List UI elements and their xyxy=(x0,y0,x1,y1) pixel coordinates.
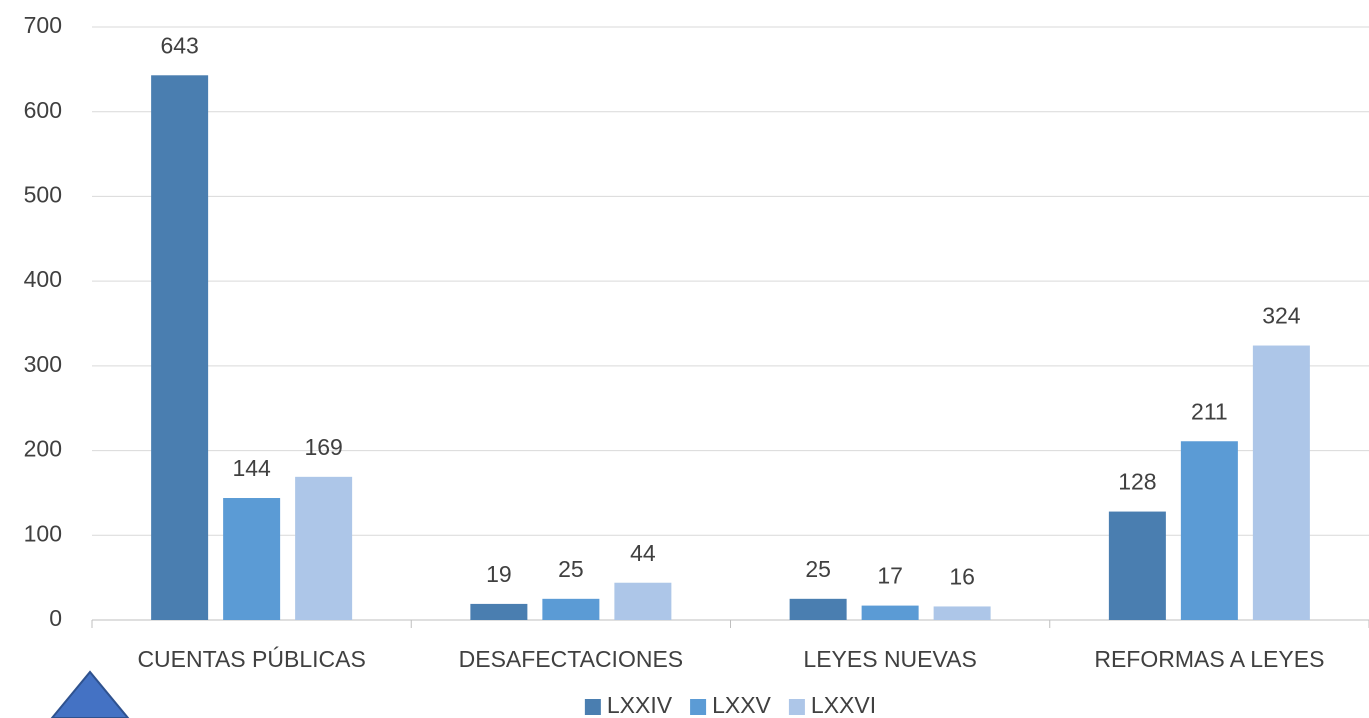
y-tick-label: 400 xyxy=(24,266,62,292)
bar xyxy=(470,603,528,620)
x-tick-label: DESAFECTACIONES xyxy=(459,646,684,672)
legend-swatch xyxy=(690,699,707,715)
bar xyxy=(933,606,991,620)
x-tick-label: REFORMAS A LEYES xyxy=(1094,646,1324,672)
legend-swatch xyxy=(788,699,805,715)
data-label: 44 xyxy=(630,540,656,566)
bar xyxy=(1108,511,1166,620)
data-label: 324 xyxy=(1262,303,1301,329)
data-label: 169 xyxy=(304,434,342,460)
y-tick-label: 0 xyxy=(49,605,62,631)
bar xyxy=(542,598,600,620)
y-tick-label: 200 xyxy=(24,436,62,462)
y-tick-label: 100 xyxy=(24,520,62,546)
x-tick-label: LEYES NUEVAS xyxy=(803,646,976,672)
data-label: 144 xyxy=(232,455,271,481)
data-label: 19 xyxy=(486,561,512,587)
data-label: 25 xyxy=(558,556,584,582)
data-label: 643 xyxy=(160,32,198,58)
bar xyxy=(1180,441,1238,620)
bar xyxy=(789,598,847,620)
data-label: 17 xyxy=(877,563,903,589)
data-label: 16 xyxy=(949,564,975,590)
decorative-shape xyxy=(50,670,130,718)
data-label: 128 xyxy=(1118,469,1156,495)
bar xyxy=(223,498,281,620)
data-label: 25 xyxy=(805,556,831,582)
data-label: 211 xyxy=(1191,398,1228,424)
legend-label: LXXVI xyxy=(811,692,876,718)
bar xyxy=(861,605,919,620)
legend-label: LXXV xyxy=(712,692,771,718)
bar xyxy=(1252,345,1310,620)
y-tick-label: 700 xyxy=(24,12,62,38)
y-tick-label: 500 xyxy=(24,182,62,208)
bar xyxy=(614,582,672,620)
y-tick-label: 300 xyxy=(24,351,62,377)
bar xyxy=(151,75,209,621)
legend-label: LXXIV xyxy=(607,692,673,718)
y-tick-label: 600 xyxy=(24,97,62,123)
bar xyxy=(295,476,353,620)
legend-swatch xyxy=(584,699,601,715)
x-tick-label: CUENTAS PÚBLICAS xyxy=(137,646,365,672)
